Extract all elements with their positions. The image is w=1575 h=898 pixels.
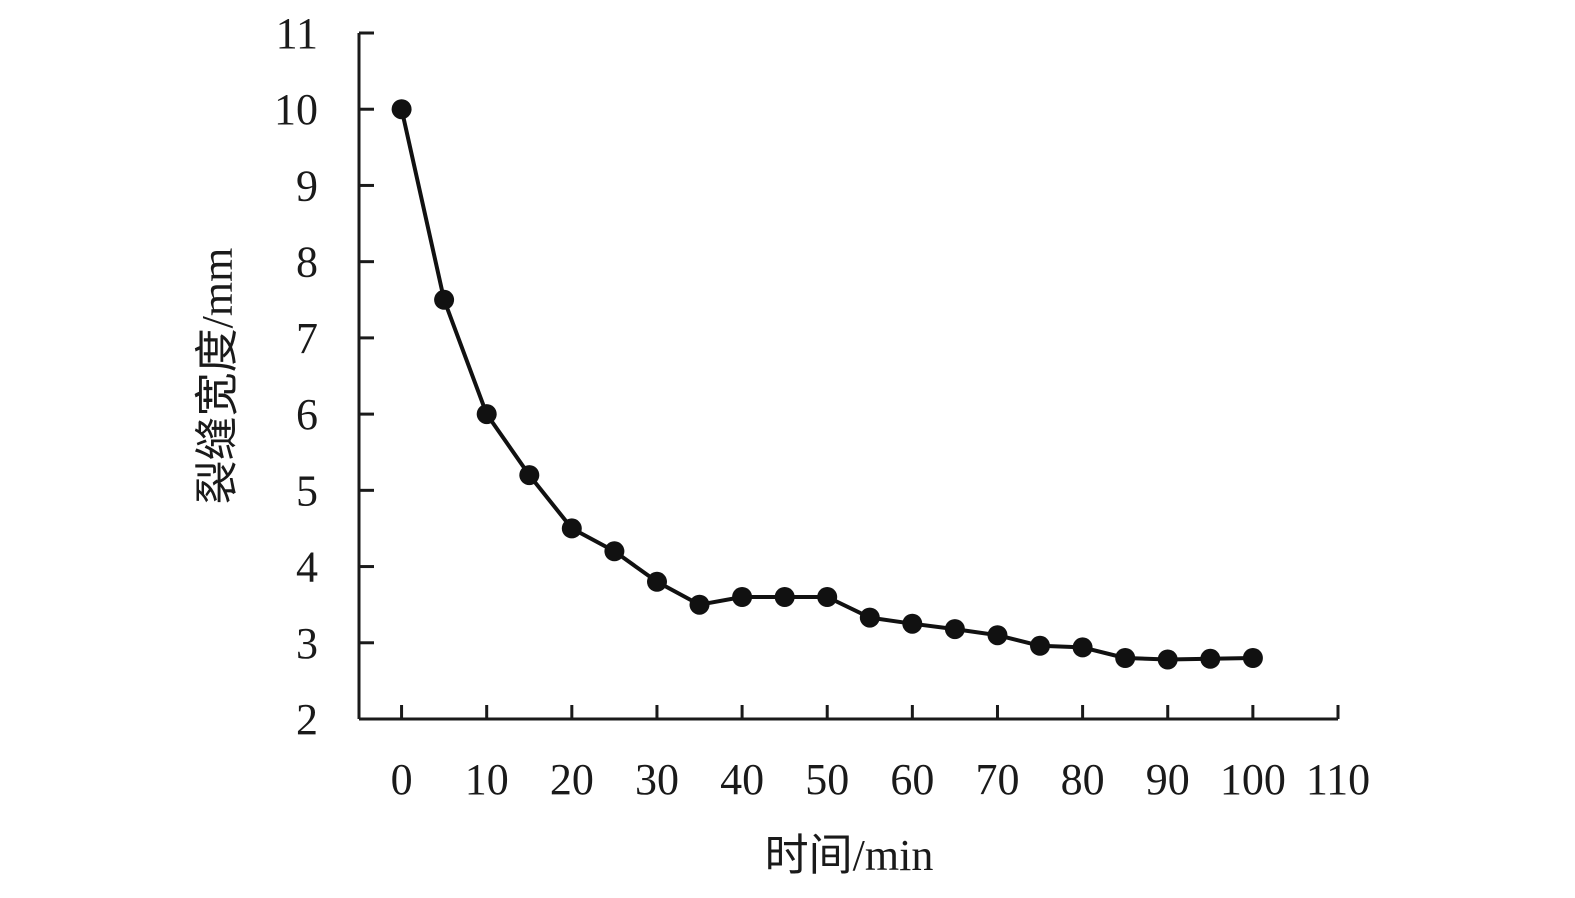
- data-point: [732, 587, 753, 607]
- y-ticks: 2 3 4 5 6 7 8 9 10 11: [274, 9, 374, 744]
- x-tick-label: 60: [890, 755, 934, 804]
- data-point: [519, 465, 540, 486]
- x-ticks: 0 10 20 30 40 50 60 70 80 90 100 110: [391, 705, 1370, 804]
- data-point: [987, 625, 1008, 646]
- data-point: [1157, 649, 1178, 670]
- y-tick-label: 3: [296, 619, 318, 668]
- data-point: [391, 99, 412, 120]
- data-point: [604, 541, 625, 562]
- data-point: [434, 289, 455, 310]
- x-tick-label: 110: [1306, 755, 1370, 804]
- x-tick-label: 70: [975, 755, 1019, 804]
- data-point: [1030, 635, 1050, 656]
- data-point: [561, 518, 582, 539]
- data-point: [817, 587, 838, 607]
- data-point: [689, 594, 710, 615]
- y-tick-label: 6: [296, 390, 318, 439]
- y-tick-label: 2: [296, 695, 318, 744]
- x-tick-label: 80: [1061, 755, 1105, 804]
- y-axis-title: 裂缝宽度/mm: [193, 248, 242, 505]
- x-tick-label: 90: [1146, 755, 1190, 804]
- y-tick-label: 8: [296, 238, 318, 287]
- data-point: [647, 571, 667, 592]
- series-layer: [391, 99, 1263, 670]
- series-line: [399, 108, 1253, 662]
- y-tick-label: 10: [274, 85, 318, 134]
- x-tick-label: 30: [635, 755, 679, 804]
- data-point: [1200, 648, 1221, 669]
- y-tick-label: 9: [296, 161, 318, 210]
- y-tick-label: 7: [296, 314, 318, 363]
- x-tick-label: 40: [720, 755, 764, 804]
- data-point: [1115, 648, 1136, 668]
- data-point: [476, 404, 497, 425]
- x-tick-label: 0: [391, 755, 413, 804]
- x-tick-label: 100: [1220, 755, 1286, 804]
- x-tick-label: 20: [550, 755, 594, 804]
- y-tick-label: 11: [276, 9, 318, 58]
- x-tick-label: 10: [465, 755, 509, 804]
- data-point: [859, 607, 880, 628]
- x-axis-title: 时间/min: [765, 831, 934, 880]
- data-point: [1242, 648, 1263, 668]
- axes: [357, 33, 1338, 721]
- x-tick-label: 50: [805, 755, 849, 804]
- y-tick-label: 4: [296, 543, 318, 592]
- data-point: [774, 587, 795, 607]
- data-point: [944, 619, 965, 640]
- y-tick-label: 5: [296, 466, 318, 515]
- data-point: [1072, 637, 1093, 658]
- data-point: [902, 613, 923, 634]
